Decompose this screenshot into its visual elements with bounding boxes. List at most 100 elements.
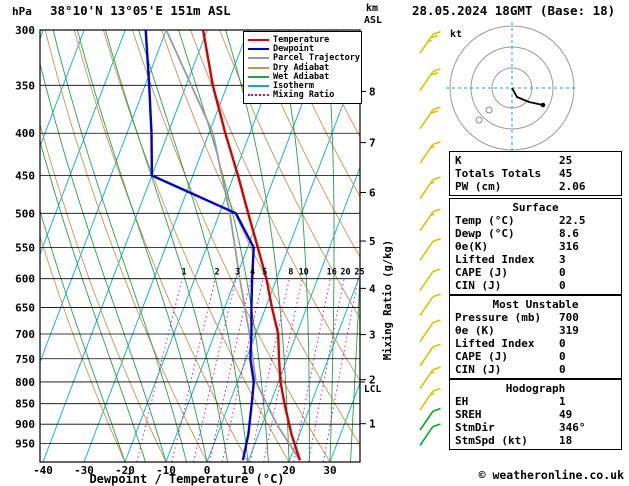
legend-label: Temperature	[273, 34, 330, 45]
x-axis-title: Dewpoint / Temperature (°C)	[89, 472, 284, 486]
pressure-tick-label: 350	[15, 79, 35, 92]
mixing-ratio-line	[193, 278, 237, 462]
mixing-ratio-value: 2	[215, 268, 220, 278]
stat-label: K	[455, 154, 462, 167]
wind-barb	[419, 293, 441, 317]
legend-item: Dewpoint	[248, 44, 359, 54]
hodograph-unit-label: kt	[450, 29, 462, 40]
wind-barb-column	[419, 30, 441, 446]
isotherm-line	[83, 30, 249, 462]
temp-tick-label: 0	[204, 464, 211, 477]
legend-label: Wet Adiabat	[273, 71, 330, 82]
most-unstable-table: Most Unstable Pressure (mb) 700 θe (K) 319 Li…	[449, 295, 622, 379]
isotherm-line	[40, 30, 85, 148]
legend-swatch-isotherm	[248, 85, 269, 88]
dewpoint-curve	[144, 30, 255, 461]
km-tick-label: 8	[369, 85, 376, 98]
legend-item: Isotherm	[248, 81, 359, 91]
table-row: CAPE (J) 0	[450, 266, 621, 279]
isotherm-line	[329, 381, 360, 462]
temp-tick-label: -30	[74, 464, 94, 477]
table-row: Dewp (°C) 8.6	[450, 227, 621, 240]
stat-value: 316	[559, 240, 579, 253]
pressure-unit-label: hPa	[12, 5, 32, 18]
table-row: Pressure (mb) 700	[450, 311, 621, 324]
table-row: PW (cm) 2.06	[450, 180, 621, 193]
mixing-ratio-value: 8	[288, 268, 293, 278]
table-row: StmSpd (kt) 18	[450, 434, 621, 447]
stat-value: 0	[559, 279, 566, 292]
km-tick-label: 4	[369, 282, 376, 295]
stat-label: Temp (°C)	[455, 214, 515, 227]
table-row: CIN (J) 0	[450, 279, 621, 292]
temp-tick-label: 20	[282, 464, 295, 477]
wind-barb	[419, 387, 441, 411]
stat-value: 0	[559, 337, 566, 350]
table-row: StmDir 346°	[450, 421, 621, 434]
pressure-tick-label: 750	[15, 353, 35, 366]
wind-barb	[419, 176, 441, 200]
stat-value: 1	[559, 395, 566, 408]
legend-item: Parcel Trajectory	[248, 53, 360, 63]
stat-label: Lifted Index	[455, 337, 535, 350]
mixing-ratio-axis-title: Mixing Ratio (g/kg)	[382, 240, 394, 360]
wind-barb	[419, 68, 441, 91]
wind-barb	[419, 208, 441, 232]
table-title: Most Unstable	[492, 298, 579, 311]
table-row: CIN (J) 0	[450, 363, 621, 376]
km-tick-label: 6	[369, 186, 376, 199]
pressure-tick-label: 500	[15, 207, 35, 220]
stat-value: 45	[559, 167, 573, 180]
stat-label: CIN (J)	[455, 363, 502, 376]
stat-value: 22.5	[559, 214, 586, 227]
temp-tick-label: 30	[323, 464, 336, 477]
stat-label: PW (cm)	[455, 180, 502, 193]
pressure-tick-label: 650	[15, 301, 35, 314]
mixing-ratio-value: 3	[235, 268, 240, 278]
stat-value: 3	[559, 253, 566, 266]
parcel-trajectory-curve	[165, 30, 301, 461]
stat-label: StmSpd (kt)	[455, 434, 528, 447]
mixing-ratio-line	[293, 278, 331, 462]
km-tick-label: 1	[369, 418, 376, 431]
sounding-profiles	[144, 30, 302, 461]
wind-barb	[419, 407, 441, 431]
hodograph-table: Hodograph EH 1 SREH 49 StmDir 346° StmSpd (kt) 1…	[449, 379, 622, 450]
pressure-tick-label: 400	[15, 127, 35, 140]
mixing-ratio-value: 10	[299, 268, 309, 278]
legend-label: Dry Adiabat	[273, 62, 330, 73]
stat-label: CAPE (J)	[455, 266, 508, 279]
lcl-label: LCL	[364, 384, 381, 395]
stat-label: Dewp (°C)	[455, 227, 515, 240]
pressure-tick-label: 800	[15, 376, 35, 389]
hodograph-marker	[485, 106, 493, 114]
stat-value: 0	[559, 350, 566, 363]
stat-label: CAPE (J)	[455, 350, 508, 363]
isotherm-line	[0, 30, 2, 462]
mixing-ratio-value: 5	[262, 268, 267, 278]
pressure-tick-label: 950	[15, 438, 35, 451]
copyright: © weatheronline.co.uk	[478, 468, 624, 482]
wind-barb	[419, 268, 441, 291]
legend-swatch-dry-adiabat	[248, 66, 269, 69]
legend-swatch-dewpoint	[248, 47, 269, 50]
stat-label: θe(K)	[455, 240, 489, 253]
stat-value: 319	[559, 324, 579, 337]
legend-label: Mixing Ratio	[273, 90, 335, 101]
temperature-curve	[201, 30, 302, 461]
pressure-tick-label: 700	[15, 328, 35, 341]
valid-datetime: 28.05.2024 18GMT (Base: 18)	[412, 3, 615, 18]
stat-label: EH	[455, 395, 469, 408]
legend-swatch-mixing-ratio	[248, 94, 269, 97]
stat-label: Lifted Index	[455, 253, 535, 266]
table-row: θe (K) 319	[450, 324, 621, 337]
stat-value: 2.06	[559, 180, 586, 193]
stat-label: Totals Totals	[455, 167, 542, 180]
legend-item: Dry Adiabat	[248, 62, 359, 73]
wind-barb	[419, 319, 441, 343]
hodograph-trace	[511, 87, 544, 106]
plot-frame	[39, 29, 361, 463]
stat-label: CIN (J)	[455, 279, 502, 292]
legend-item: Temperature	[248, 34, 359, 45]
